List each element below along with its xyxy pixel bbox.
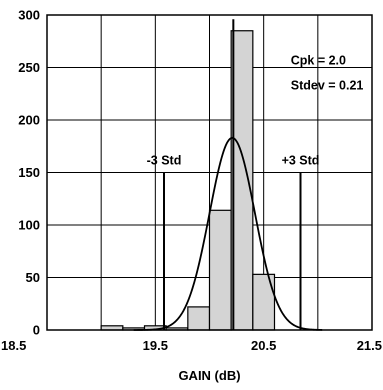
histogram-bars xyxy=(100,30,276,331)
reference-lines xyxy=(163,19,302,330)
plot-frame xyxy=(46,14,373,331)
reference-line-label: +3 Std xyxy=(282,154,320,168)
y-tick-label: 250 xyxy=(18,60,40,75)
histogram-bar xyxy=(230,30,254,331)
stat-annotation: Stdev = 0.21 xyxy=(291,79,364,93)
stat-annotation: Cpk = 2.0 xyxy=(291,53,346,67)
y-tick-label: 150 xyxy=(18,165,40,180)
x-axis-label: GAIN (dB) xyxy=(178,368,240,383)
y-tick-label: 100 xyxy=(18,218,40,233)
y-tick-label: 300 xyxy=(18,8,40,23)
x-tick-label: 19.5 xyxy=(143,338,168,353)
x-tick-label: 21.5 xyxy=(357,338,382,353)
y-tick-label: 0 xyxy=(33,323,40,338)
y-tick-label: 200 xyxy=(18,113,40,128)
annotations: -3 Std +3 Std Cpk = 2.0 Stdev = 0.21 xyxy=(147,53,364,167)
x-tick-label: 20.5 xyxy=(251,338,276,353)
x-axis-ticks: 18.5 19.5 20.5 21.5 xyxy=(1,338,382,353)
y-tick-label: 50 xyxy=(26,270,40,285)
histogram-bar xyxy=(187,306,211,331)
y-axis-ticks: 0 50 100 150 200 250 300 xyxy=(18,8,40,338)
x-tick-label: 18.5 xyxy=(1,338,26,353)
reference-line-label: -3 Std xyxy=(147,154,182,168)
normal-fit-curve xyxy=(133,136,323,331)
histogram-bar xyxy=(208,209,232,331)
